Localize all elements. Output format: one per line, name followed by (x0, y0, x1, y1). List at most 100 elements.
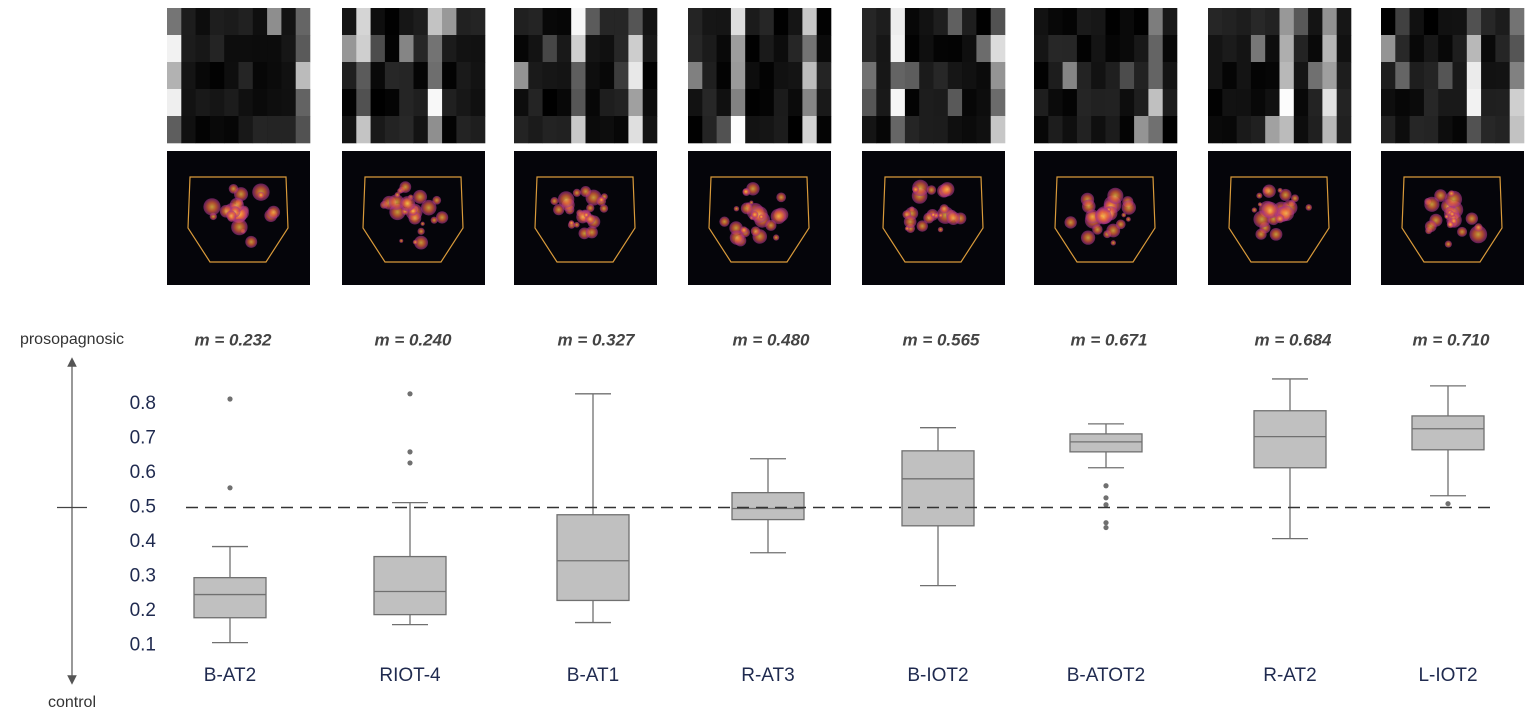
heatmap-cell (990, 116, 1006, 144)
heatmap-cell (442, 62, 457, 90)
heatmap-cell (876, 62, 891, 90)
heatmap-cell (1308, 35, 1323, 63)
fixation (585, 226, 598, 239)
heatmap-cell (1162, 89, 1178, 117)
heatmap-cell (514, 35, 529, 63)
heatmap-cell (962, 35, 977, 63)
heatmap-cell (238, 8, 254, 36)
fixation (1279, 188, 1292, 202)
x-tick-label: R-AT3 (741, 665, 794, 686)
heatmap-cell (1265, 116, 1280, 144)
heatmap-cell (267, 89, 282, 117)
heatmap-cell (1438, 8, 1453, 36)
heatmap-cell (904, 89, 920, 117)
heatmap-cell (599, 35, 615, 63)
fixation (435, 211, 449, 224)
heatmap-cell (384, 35, 400, 63)
fixation (598, 196, 605, 203)
fixation (399, 181, 412, 193)
heatmap-cell (181, 35, 196, 63)
heatmap-cell (456, 8, 471, 36)
heatmap-cell (427, 116, 443, 144)
heatmap-cell (816, 89, 832, 117)
heatmap-cell (442, 35, 457, 63)
heatmap-cell (1409, 8, 1425, 36)
fixation (1457, 226, 1468, 237)
heatmap-cell (167, 62, 182, 90)
heatmap-cell (773, 35, 789, 63)
heatmap-cell (1162, 8, 1178, 36)
heatmap-cell (1452, 35, 1468, 63)
heatmap-cell (1466, 116, 1482, 144)
fixation (583, 212, 590, 218)
thumbnails (167, 8, 1525, 285)
heatmap-cell (716, 62, 732, 90)
heatmap-cell (1091, 89, 1106, 117)
heatmap-cell (1265, 35, 1280, 63)
heatmap-cell (1336, 62, 1352, 90)
heatmap-cell (1034, 89, 1049, 117)
heatmap-cell (238, 35, 254, 63)
heatmap-cell (759, 116, 775, 144)
heatmap-cell (399, 35, 414, 63)
heatmap-cell (342, 62, 357, 90)
heatmap-cell (1076, 35, 1092, 63)
heatmap-cell (773, 116, 789, 144)
heatmap-cell (370, 35, 386, 63)
fixation (1449, 211, 1455, 217)
heatmap-cell (1423, 89, 1439, 117)
heatmap-cell (1265, 8, 1280, 36)
heatmap-cell (947, 116, 963, 144)
heatmap-cell (1322, 116, 1337, 144)
heatmap-cell (384, 62, 400, 90)
heatmap-cell (195, 89, 211, 117)
heatmap-cell (904, 62, 920, 90)
fixation (1444, 240, 1452, 248)
heatmap-cell (1409, 62, 1425, 90)
heatmap-cell (1336, 116, 1352, 144)
heatmap-cell (585, 62, 601, 90)
heatmap-cell (1236, 62, 1252, 90)
fixation (938, 213, 944, 218)
fixation (231, 218, 248, 236)
heatmap-cell (745, 35, 760, 63)
x-tick-label: B-AT1 (567, 665, 619, 686)
heatmap-cell (759, 89, 775, 117)
heatmap-cell (167, 116, 182, 144)
heatmap-cell (1322, 89, 1337, 117)
heatmap-cell (1336, 8, 1352, 36)
heatmap-cell (1119, 89, 1135, 117)
fixation (580, 186, 592, 197)
heatmap-cell (399, 8, 414, 36)
heatmap-cell (788, 116, 803, 144)
heatmap-cell (224, 116, 239, 144)
fixation (926, 185, 937, 195)
face-outline (1228, 176, 1330, 263)
heatmap-cell (1222, 62, 1237, 90)
heatmap-cell (252, 62, 268, 90)
fixation (1121, 200, 1136, 215)
heatmap-cell (962, 62, 977, 90)
heatmap-cell (470, 35, 486, 63)
heatmap-cell (528, 116, 543, 144)
heatmap-cell (224, 35, 239, 63)
heatmap-cell (919, 8, 934, 36)
fixation (931, 212, 936, 217)
heatmap-cell (1250, 62, 1266, 90)
heatmap-cell (976, 8, 991, 36)
heatmap-cell (876, 116, 891, 144)
heatmap-cell (295, 116, 311, 144)
heatmap-cell (1495, 89, 1510, 117)
heatmap-cell (470, 89, 486, 117)
heatmap-cell (1076, 62, 1092, 90)
annotation: m = 0.480 (732, 330, 810, 349)
heatmap-cell (1265, 62, 1280, 90)
heatmap-cell (281, 89, 296, 117)
heatmap-cell (716, 89, 732, 117)
box (193, 576, 267, 619)
heatmap-cell (1293, 116, 1309, 144)
heatmap-cell (628, 62, 643, 90)
fixation (267, 205, 281, 219)
heatmap-cell (802, 62, 817, 90)
heatmap-cell (876, 89, 891, 117)
